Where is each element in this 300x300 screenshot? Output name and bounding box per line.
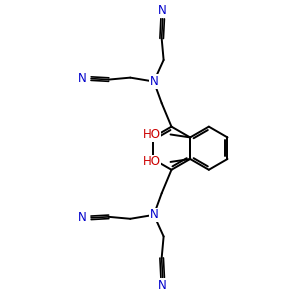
Text: HO: HO — [143, 155, 161, 168]
Text: N: N — [149, 75, 158, 88]
Text: N: N — [158, 279, 167, 292]
Text: N: N — [78, 211, 87, 224]
Text: HO: HO — [143, 128, 161, 141]
Text: N: N — [149, 208, 158, 221]
Text: N: N — [158, 4, 167, 17]
Text: N: N — [78, 72, 87, 85]
